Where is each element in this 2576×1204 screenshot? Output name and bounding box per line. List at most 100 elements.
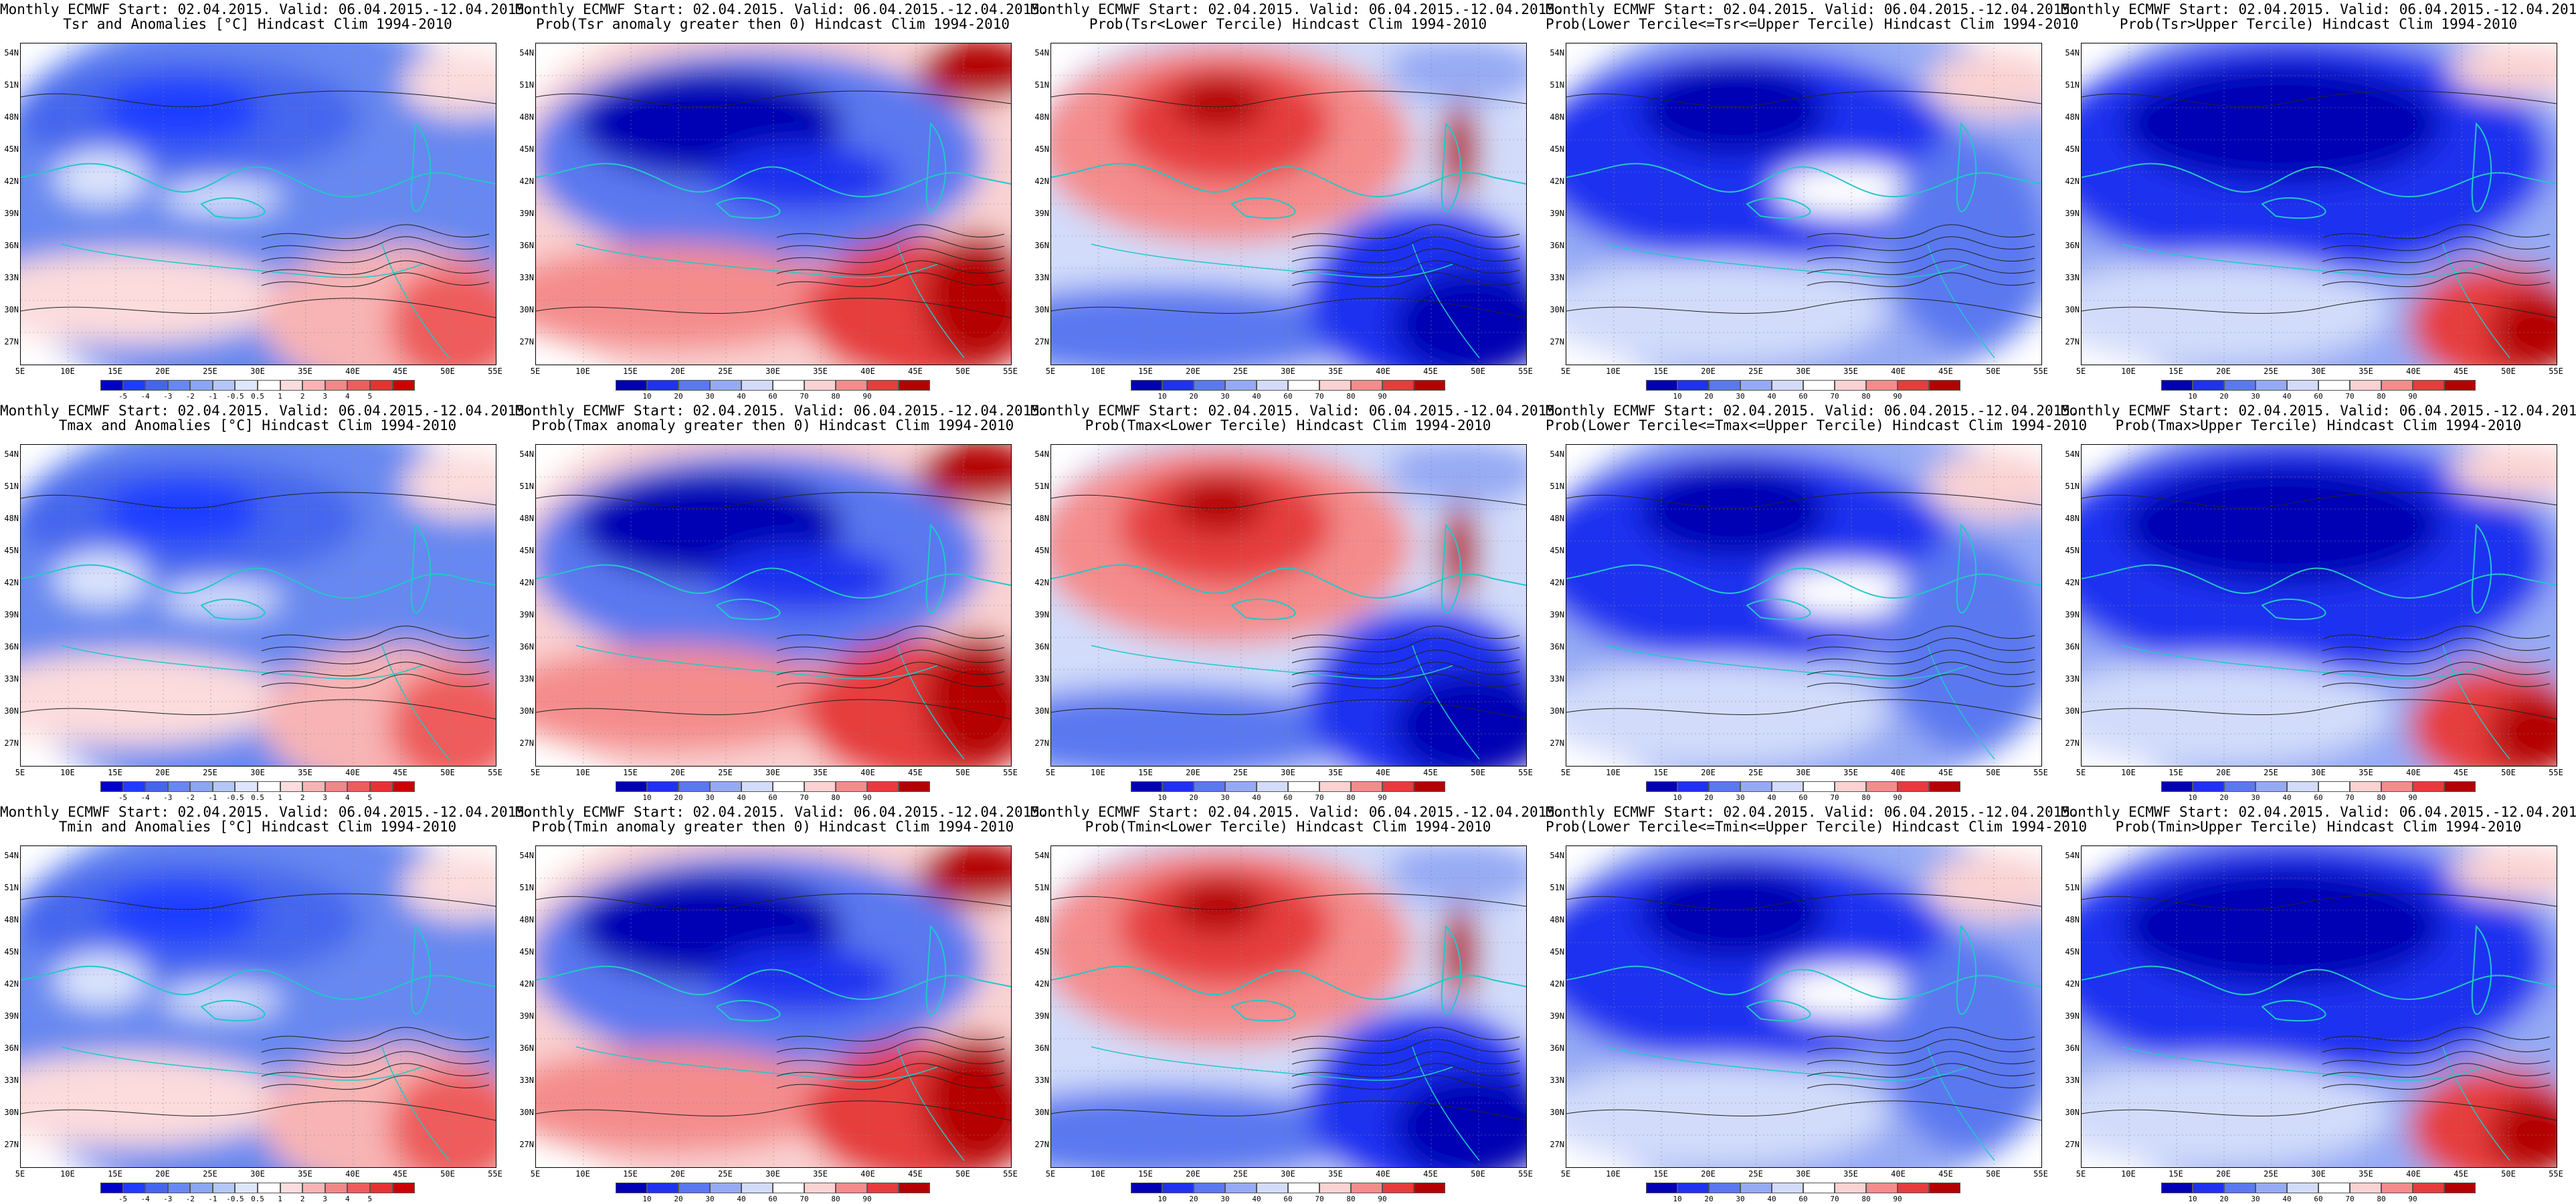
isotherm-contour xyxy=(2322,1075,2551,1090)
longitude-label: 35E xyxy=(813,1169,828,1179)
longitude-label: 50E xyxy=(440,1169,455,1179)
panel-title-line2: Prob(Tmin<Lower Tercile) Hindcast Clim 1… xyxy=(1085,819,1491,835)
color-scale-label: 80 xyxy=(1861,1195,1871,1203)
latitude-label: 54N xyxy=(2065,449,2080,459)
color-scale-label: 20 xyxy=(2219,1195,2229,1203)
panel-title-line1: Monthly ECMWF Start: 02.04.2015. Valid: … xyxy=(1546,1,2079,17)
isotherm-contour xyxy=(2322,674,2551,689)
latitude-label: 27N xyxy=(4,738,19,748)
color-scale-label: 70 xyxy=(2345,793,2355,802)
latitude-label: 45N xyxy=(1034,947,1049,957)
coastline xyxy=(200,598,266,621)
latitude-label: 42N xyxy=(1550,578,1564,587)
isotherm-contour xyxy=(261,1075,490,1090)
longitude-label: 50E xyxy=(1986,768,2001,777)
panel-title-line2: Prob(Tsr<Lower Tercile) Hindcast Clim 19… xyxy=(1089,16,1487,32)
latitude-label: 48N xyxy=(1034,112,1049,122)
latitude-label: 39N xyxy=(2065,209,2080,218)
color-scale-swatch xyxy=(2256,781,2287,792)
color-scale-label: 80 xyxy=(2377,793,2386,802)
latitude-label: 45N xyxy=(2065,947,2080,957)
color-scale-swatch xyxy=(1194,1183,1225,1193)
longitude-label: 10E xyxy=(575,768,590,777)
shading-region xyxy=(21,1054,288,1147)
longitude-label: 45E xyxy=(1423,367,1438,376)
latitude-label: 51N xyxy=(2065,883,2080,892)
longitude-label: 5E xyxy=(2076,768,2086,777)
color-scale-label: 60 xyxy=(768,793,777,802)
longitude-label: 15E xyxy=(623,768,638,777)
shading-region xyxy=(21,251,288,344)
coastline xyxy=(2471,523,2492,614)
panel-title-line2: Prob(Tmin anomaly greater then 0) Hindca… xyxy=(531,819,1014,835)
color-scale-swatch xyxy=(804,380,836,391)
latitude-label: 51N xyxy=(519,80,534,90)
color-scale-bar xyxy=(100,781,416,792)
color-scale-swatch xyxy=(302,1183,325,1193)
isotherm-contour xyxy=(21,699,496,720)
shading-region xyxy=(389,1067,496,1167)
longitude-label: 30E xyxy=(1796,367,1811,376)
color-scale-swatch xyxy=(1319,380,1351,391)
panel-title-line2: Prob(Lower Tercile<=Tmin<=Upper Tercile)… xyxy=(1546,819,2088,835)
coastline xyxy=(60,243,423,278)
longitude-label: 10E xyxy=(1091,768,1105,777)
color-scale-label: 4 xyxy=(345,1195,350,1203)
color-scale-label: 2 xyxy=(300,1195,305,1203)
shading-region xyxy=(1928,853,2041,920)
color-scale-label: 80 xyxy=(1346,1195,1356,1203)
latitude-label: 36N xyxy=(1550,642,1564,651)
color-scale-label: 40 xyxy=(1767,793,1776,802)
longitude-label: 25E xyxy=(718,1169,733,1179)
forecast-map xyxy=(2081,845,2557,1168)
latitude-label: 27N xyxy=(1550,337,1564,346)
coastline xyxy=(2442,645,2510,760)
map-panel-r1c1: Monthly ECMWF Start: 02.04.2015. Valid: … xyxy=(0,0,533,401)
longitude-label: 20E xyxy=(2216,367,2231,376)
isotherm-contour xyxy=(261,272,490,288)
panel-title-line1: Monthly ECMWF Start: 02.04.2015. Valid: … xyxy=(2061,1,2576,17)
shading-region xyxy=(536,645,844,752)
color-scale-label: 40 xyxy=(2282,392,2292,401)
isotherm-contour xyxy=(261,625,490,641)
isotherm-contour xyxy=(1807,637,2035,653)
shading-region xyxy=(1640,64,1827,157)
longitude-label: 55E xyxy=(488,768,502,777)
latitude-label: 33N xyxy=(1034,674,1049,684)
color-scale-swatch xyxy=(325,781,348,792)
color-scale-swatch xyxy=(2444,781,2476,792)
isotherm-contour xyxy=(1291,649,1520,665)
longitude-label: 40E xyxy=(1891,1169,1906,1179)
longitude-label: 45E xyxy=(2454,367,2468,376)
isotherm-contour xyxy=(1291,674,1520,689)
longitude-label: 35E xyxy=(2359,768,2373,777)
coastline xyxy=(536,564,1011,599)
longitude-label: 35E xyxy=(1328,768,1343,777)
longitude-label: 15E xyxy=(1653,367,1668,376)
longitude-label: 35E xyxy=(813,768,828,777)
latitude-label: 36N xyxy=(4,1043,19,1053)
color-scale-label: 60 xyxy=(768,1195,777,1203)
latitude-label: 42N xyxy=(1550,979,1564,989)
longitude-label: 20E xyxy=(155,367,170,376)
isotherm-contour xyxy=(1807,1063,2035,1078)
longitude-label: 55E xyxy=(1003,1169,1018,1179)
color-scale-swatch xyxy=(678,781,710,792)
coastline xyxy=(381,645,450,760)
isotherm-contour xyxy=(1807,662,2035,677)
color-scale-swatch xyxy=(1709,781,1740,792)
color-scale-swatch xyxy=(647,781,678,792)
longitude-label: 5E xyxy=(2076,1169,2086,1179)
color-scale-label: 30 xyxy=(1220,793,1230,802)
longitude-label: 15E xyxy=(1138,367,1153,376)
longitude-label: 5E xyxy=(15,1169,25,1179)
latitude-label: 45N xyxy=(1034,144,1049,154)
isotherm-contour xyxy=(1291,272,1520,288)
latitude-label: 45N xyxy=(519,947,534,957)
isotherm-contour xyxy=(776,1051,1005,1066)
color-scale-label: 60 xyxy=(2314,793,2323,802)
longitude-label: 45E xyxy=(393,1169,407,1179)
color-scale-swatch xyxy=(836,380,867,391)
color-scale-label: 90 xyxy=(1378,793,1387,802)
color-scale-swatch xyxy=(1709,380,1740,391)
